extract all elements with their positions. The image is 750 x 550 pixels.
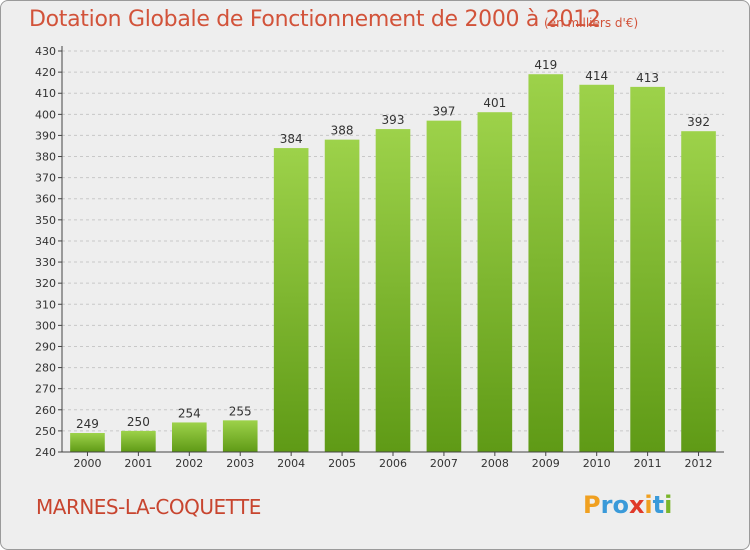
y-tick-label: 260 <box>35 404 56 417</box>
bar-value-label: 392 <box>687 115 710 129</box>
logo-letter: x <box>628 491 645 519</box>
bars <box>70 74 716 453</box>
bar-value-label: 250 <box>127 415 150 429</box>
bar <box>630 86 665 453</box>
y-tick-label: 330 <box>35 256 56 269</box>
bar-value-label: 255 <box>229 404 252 418</box>
bar-value-label: 254 <box>178 406 201 420</box>
x-axis-ticks: 2000 2001 2002 2003 2004 2005 2006 2007 2008 2009… <box>73 452 713 470</box>
y-tick-label: 430 <box>35 45 56 58</box>
bar-value-label: 413 <box>636 71 659 85</box>
y-tick-label: 400 <box>35 108 56 121</box>
x-tick-label: 2012 <box>685 457 713 470</box>
y-tick-label: 380 <box>35 151 56 164</box>
bar <box>375 129 411 452</box>
y-tick-label: 310 <box>35 298 56 311</box>
y-tick-label: 290 <box>35 340 56 353</box>
proxiti-logo[interactable]: Proxiti <box>583 491 672 519</box>
x-tick-label: 2004 <box>277 457 305 470</box>
x-tick-label: 2003 <box>226 457 254 470</box>
y-tick-label: 300 <box>35 319 56 332</box>
bar-value-label: 388 <box>331 124 354 138</box>
commune-name: MARNES-LA-COQUETTE <box>36 495 261 519</box>
bar <box>70 433 105 452</box>
bar-value-label: 397 <box>432 105 455 119</box>
y-tick-label: 390 <box>35 129 56 142</box>
logo-letter: i <box>644 491 653 519</box>
x-tick-label: 2001 <box>124 457 152 470</box>
bar-value-label: 419 <box>534 58 557 72</box>
y-tick-label: 370 <box>35 172 56 185</box>
bar-value-label: 414 <box>585 69 608 83</box>
bar <box>579 84 615 452</box>
x-tick-label: 2000 <box>73 457 101 470</box>
bar <box>273 148 309 452</box>
y-tick-label: 350 <box>35 214 56 227</box>
chart-subtitle: (en milliers d'€) <box>544 16 639 30</box>
y-tick-label: 240 <box>35 446 56 459</box>
x-tick-label: 2009 <box>532 457 560 470</box>
logo-letter: i <box>664 491 673 519</box>
y-axis-ticks: 240 250 260 270 280 290 300 310 320 330 340 350 360 3… <box>35 45 62 459</box>
bar <box>121 430 156 452</box>
y-tick-label: 320 <box>35 277 56 290</box>
bar <box>477 112 513 452</box>
bar <box>324 139 360 453</box>
x-tick-label: 2008 <box>481 457 509 470</box>
y-tick-label: 360 <box>35 193 56 206</box>
x-tick-label: 2002 <box>175 457 203 470</box>
bar-value-label: 401 <box>483 96 506 110</box>
bar <box>681 131 716 452</box>
bar <box>222 420 258 452</box>
y-tick-label: 280 <box>35 362 56 375</box>
x-tick-label: 2007 <box>430 457 458 470</box>
logo-letter: o <box>612 491 629 519</box>
x-tick-label: 2006 <box>379 457 407 470</box>
chart-title: Dotation Globale de Fonctionnement de 20… <box>29 7 601 32</box>
bar-value-label: 393 <box>382 113 405 127</box>
y-tick-label: 420 <box>35 66 56 79</box>
logo-letter: P <box>583 491 601 519</box>
logo-letter: r <box>600 491 613 519</box>
bar-value-label: 249 <box>76 417 99 431</box>
y-tick-label: 270 <box>35 383 56 396</box>
axes <box>61 46 724 453</box>
logo-letter: t <box>652 491 665 519</box>
bar <box>528 74 564 452</box>
bar <box>426 120 462 452</box>
value-labels: 249 250 254 255 384 388 393 397 401 419 414 413 392 <box>76 58 710 431</box>
bar-value-label: 384 <box>280 132 303 146</box>
y-tick-label: 250 <box>35 425 56 438</box>
bar <box>171 422 207 452</box>
x-tick-label: 2010 <box>583 457 611 470</box>
y-tick-label: 410 <box>35 87 56 100</box>
y-tick-label: 340 <box>35 235 56 248</box>
x-tick-label: 2005 <box>328 457 356 470</box>
x-tick-label: 2011 <box>634 457 662 470</box>
